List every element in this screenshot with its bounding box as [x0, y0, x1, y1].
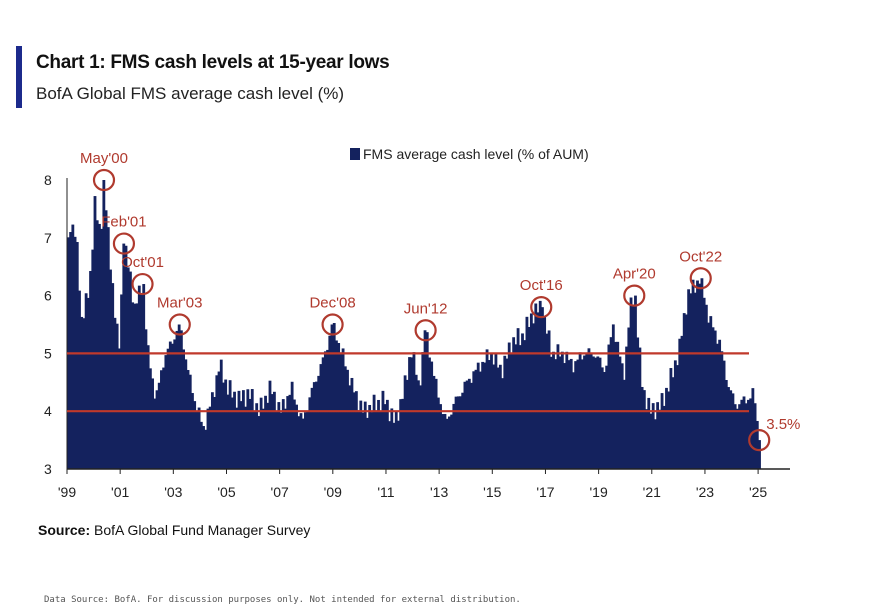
y-tick-label: 5 — [44, 345, 52, 361]
annotation-label: Feb'01 — [101, 214, 146, 231]
bar — [758, 440, 761, 469]
x-tick-label: '05 — [217, 484, 235, 500]
chart-legend: FMS average cash level (% of AUM) — [350, 146, 589, 162]
annotation-label: May'00 — [80, 150, 128, 167]
annotation-label: 3.5% — [766, 416, 800, 433]
x-tick-label: '15 — [483, 484, 501, 500]
y-tick-label: 8 — [44, 172, 52, 188]
x-tick-label: '01 — [111, 484, 129, 500]
bars-group — [67, 180, 761, 469]
x-tick-label: '23 — [696, 484, 714, 500]
annotation-label: Apr'20 — [613, 266, 656, 283]
x-tick-label: '07 — [271, 484, 289, 500]
x-tick-label: '19 — [589, 484, 607, 500]
x-tick-label: '99 — [58, 484, 76, 500]
y-tick-label: 3 — [44, 461, 52, 477]
x-tick-label: '09 — [324, 484, 342, 500]
legend-label: FMS average cash level (% of AUM) — [363, 146, 589, 162]
x-tick-label: '25 — [749, 484, 767, 500]
chart-canvas: 3 4 5 6 7 8 '99 '01 '03 '05 '07 '09 '11 '13 '15 '17 '19 '… — [0, 0, 895, 611]
annotation-label: Oct'22 — [679, 248, 722, 265]
annotation-label: Oct'16 — [520, 277, 563, 294]
footer-disclaimer: Data Source: BofA. For discussion purpos… — [44, 595, 521, 605]
annotation-label: Oct'01 — [121, 254, 164, 271]
x-tick-label: '13 — [430, 484, 448, 500]
source-text: BofA Global Fund Manager Survey — [94, 522, 310, 538]
y-tick-label: 7 — [44, 230, 52, 246]
annotation-label: Mar'03 — [157, 295, 202, 312]
x-tick-label: '21 — [643, 484, 661, 500]
source-label: Source: — [38, 522, 90, 538]
x-tick-label: '17 — [536, 484, 554, 500]
source-note: Source: BofA Global Fund Manager Survey — [38, 522, 310, 538]
x-tick-label: '03 — [164, 484, 182, 500]
y-tick-label: 6 — [44, 288, 52, 304]
annotation-label: Dec'08 — [309, 295, 355, 312]
y-tick-label: 4 — [44, 403, 52, 419]
legend-swatch — [350, 148, 360, 160]
x-tick-label: '11 — [377, 484, 394, 500]
annotation-label: Jun'12 — [404, 300, 448, 317]
